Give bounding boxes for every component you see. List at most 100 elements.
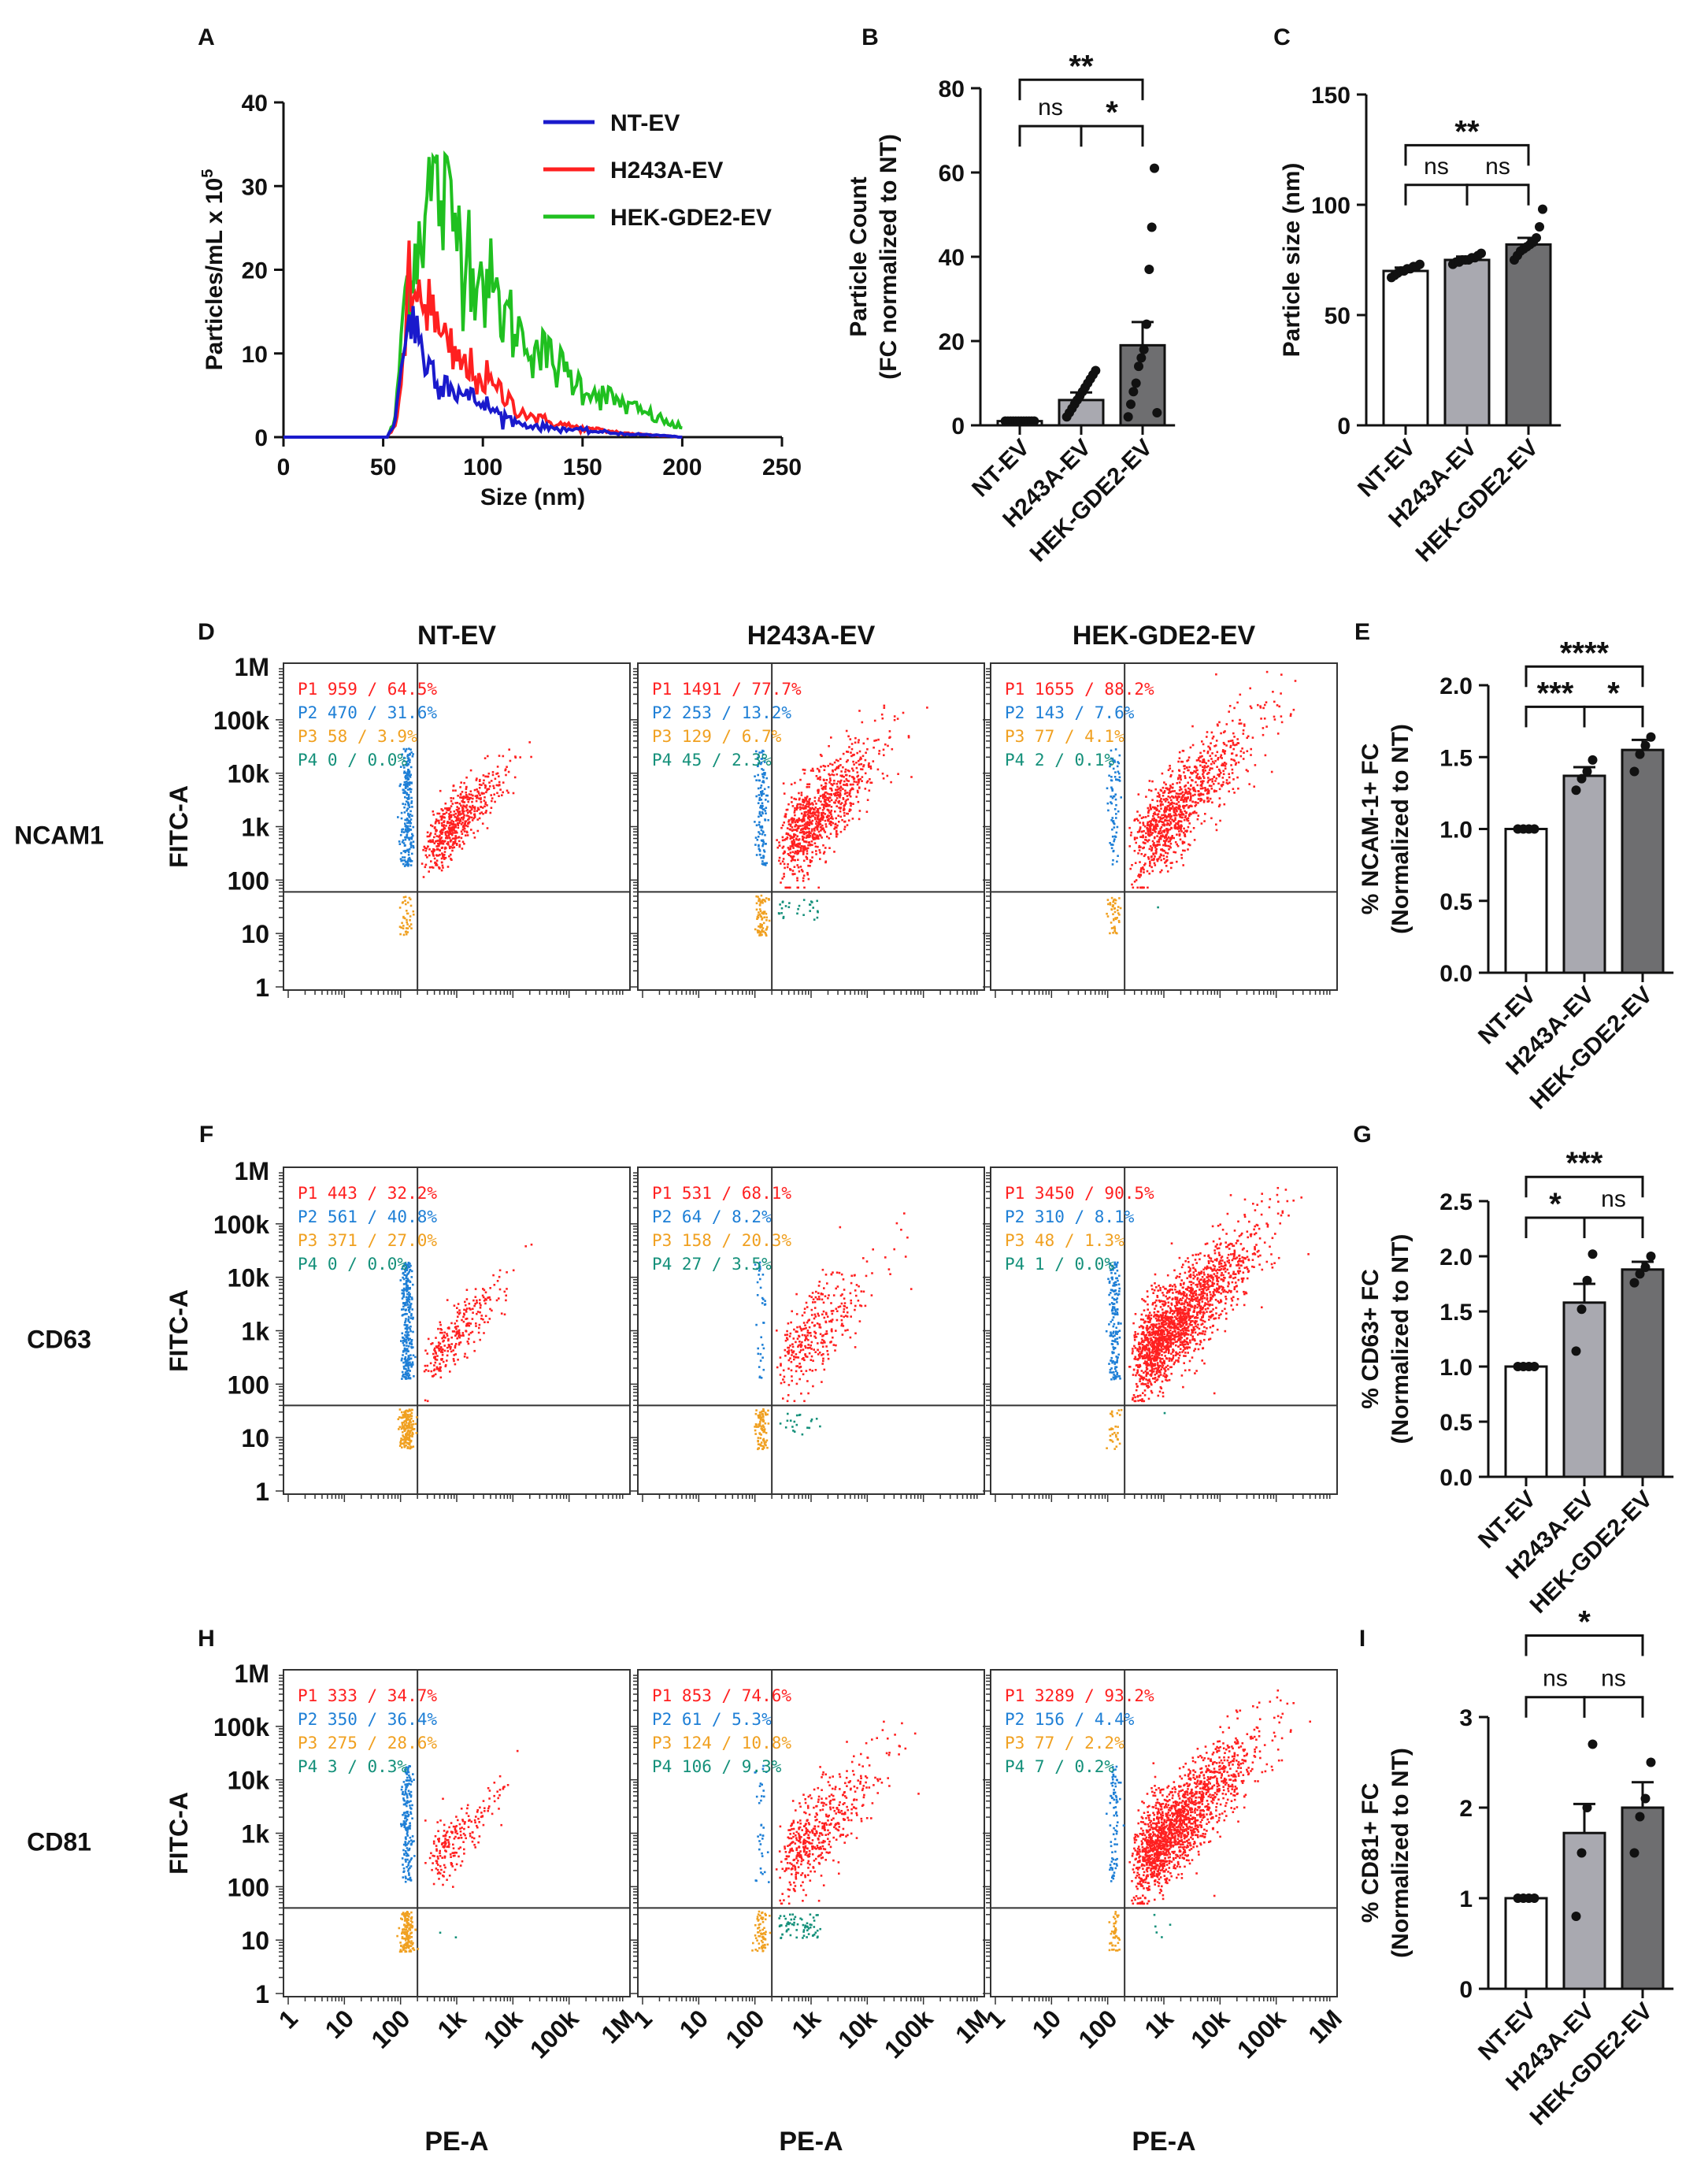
flow-event-p1: [790, 783, 793, 786]
flow-event-p2: [762, 769, 765, 771]
flow-event-p1: [450, 839, 453, 842]
flow-event-p2: [404, 1324, 407, 1326]
flow-event-p1: [1135, 841, 1137, 844]
flow-event-p2: [407, 769, 409, 771]
flow-event-p1: [530, 755, 532, 758]
flow-event-p2: [759, 786, 762, 789]
flow-event-p2: [407, 793, 410, 796]
flow-event-p1: [1209, 797, 1212, 800]
flow-event-p1: [465, 794, 468, 796]
flow-event-p2: [408, 1291, 410, 1294]
flow-event-p1: [1216, 751, 1219, 754]
flow-event-p1: [463, 801, 466, 803]
flow-event-p1: [1246, 736, 1248, 740]
flow-event-p1: [1203, 799, 1206, 803]
flow-event-p2: [402, 1272, 405, 1275]
flow-event-p1: [852, 770, 854, 772]
flow-event-p1: [425, 847, 428, 850]
flow-event-p1: [806, 850, 809, 852]
flow-y-tick-label: 1: [255, 1478, 269, 1506]
flow-event-p2: [410, 860, 413, 862]
flow-event-p1: [1165, 824, 1169, 826]
flow-event-p1: [780, 1364, 782, 1367]
flow-event-p1: [830, 793, 832, 796]
flow-event-p1: [832, 1271, 834, 1274]
flow-event-p1: [1223, 743, 1226, 746]
flow-event-p1: [1153, 828, 1155, 830]
flow-event-p1: [873, 719, 876, 722]
flow-event-p1: [886, 774, 889, 777]
flow-event-p2: [759, 806, 761, 809]
flow-event-p1: [791, 829, 794, 832]
y-tick-label: 0: [951, 414, 965, 440]
flow-event-p1: [864, 788, 867, 790]
flow-event-p1: [832, 1344, 835, 1346]
flow-event-p1: [812, 833, 815, 836]
flow-event-p1: [1147, 840, 1149, 843]
flow-event-p1: [819, 778, 821, 781]
flow-event-p1: [507, 770, 510, 773]
flow-event-p1: [1225, 744, 1228, 747]
flow-event-p1: [817, 799, 820, 802]
flow-event-p1: [1144, 836, 1147, 839]
flow-event-p1: [1236, 701, 1239, 704]
flow-event-p1: [809, 1368, 811, 1371]
flow-event-p1: [1239, 750, 1243, 753]
flow-event-p1: [884, 743, 887, 746]
flow-event-p1: [1195, 774, 1199, 777]
flow-event-p1: [458, 1336, 461, 1339]
flow-event-p2: [407, 796, 410, 799]
flow-event-p1: [1213, 762, 1216, 765]
flow-event-p2: [1109, 842, 1111, 844]
flow-event-p1: [484, 803, 487, 806]
flow-event-p2: [767, 786, 770, 788]
significance-bracket: [1525, 1634, 1644, 1656]
flow-event-p1: [830, 799, 833, 802]
flow-event-p1: [1194, 793, 1196, 796]
flow-event-p1: [784, 1333, 787, 1337]
flow-event-p1: [494, 800, 496, 803]
flow-event-p1: [828, 837, 831, 840]
flow-event-p1: [1176, 777, 1180, 781]
flow-event-p1: [476, 807, 480, 810]
flow-event-p1: [1194, 765, 1197, 768]
data-point: [1571, 1912, 1581, 1921]
flow-event-p2: [1112, 767, 1115, 770]
flow-event-p1: [1139, 873, 1142, 876]
flow-event-p1: [454, 1343, 458, 1345]
flow-event-p1: [869, 765, 872, 768]
flow-event-p3: [402, 1425, 405, 1428]
flow-event-p1: [1230, 764, 1232, 766]
flow-event-p1: [458, 817, 460, 819]
flow-gate-stat: P1 1655 / 88.2%: [1005, 680, 1154, 699]
flow-gate-stat: P3 129 / 6.7%: [652, 727, 782, 746]
flow-event-p3: [402, 927, 405, 929]
flow-event-p1: [1139, 870, 1143, 873]
flow-event-p1: [433, 1364, 435, 1367]
flow-event-p1: [794, 859, 796, 862]
flow-event-p1: [785, 837, 788, 840]
flow-event-p1: [1175, 796, 1177, 799]
flow-event-p2: [1113, 838, 1116, 840]
flow-event-p1: [836, 824, 839, 827]
flow-event-p1: [435, 859, 439, 862]
flow-event-p3: [408, 1425, 411, 1427]
flow-event-p1: [432, 810, 435, 813]
flow-event-p1: [784, 813, 787, 816]
flow-event-p3: [1117, 909, 1119, 912]
flow-event-p1: [1162, 855, 1165, 857]
flow-event-p1: [825, 779, 828, 781]
flow-event-p4: [782, 917, 785, 919]
flow-event-p1: [455, 1328, 458, 1330]
flow-event-p1: [840, 770, 843, 773]
flow-event-p2: [407, 1367, 409, 1369]
flow-event-p1: [823, 1368, 826, 1371]
flow-event-p1: [1242, 729, 1245, 732]
flow-event-p3: [409, 1426, 413, 1430]
flow-event-p1: [1139, 827, 1142, 830]
flow-event-p2: [410, 836, 413, 839]
flow-event-p1: [1206, 797, 1209, 800]
flow-event-p1: [482, 782, 485, 784]
flow-event-p2: [412, 834, 414, 837]
flow-event-p2: [406, 1344, 408, 1347]
